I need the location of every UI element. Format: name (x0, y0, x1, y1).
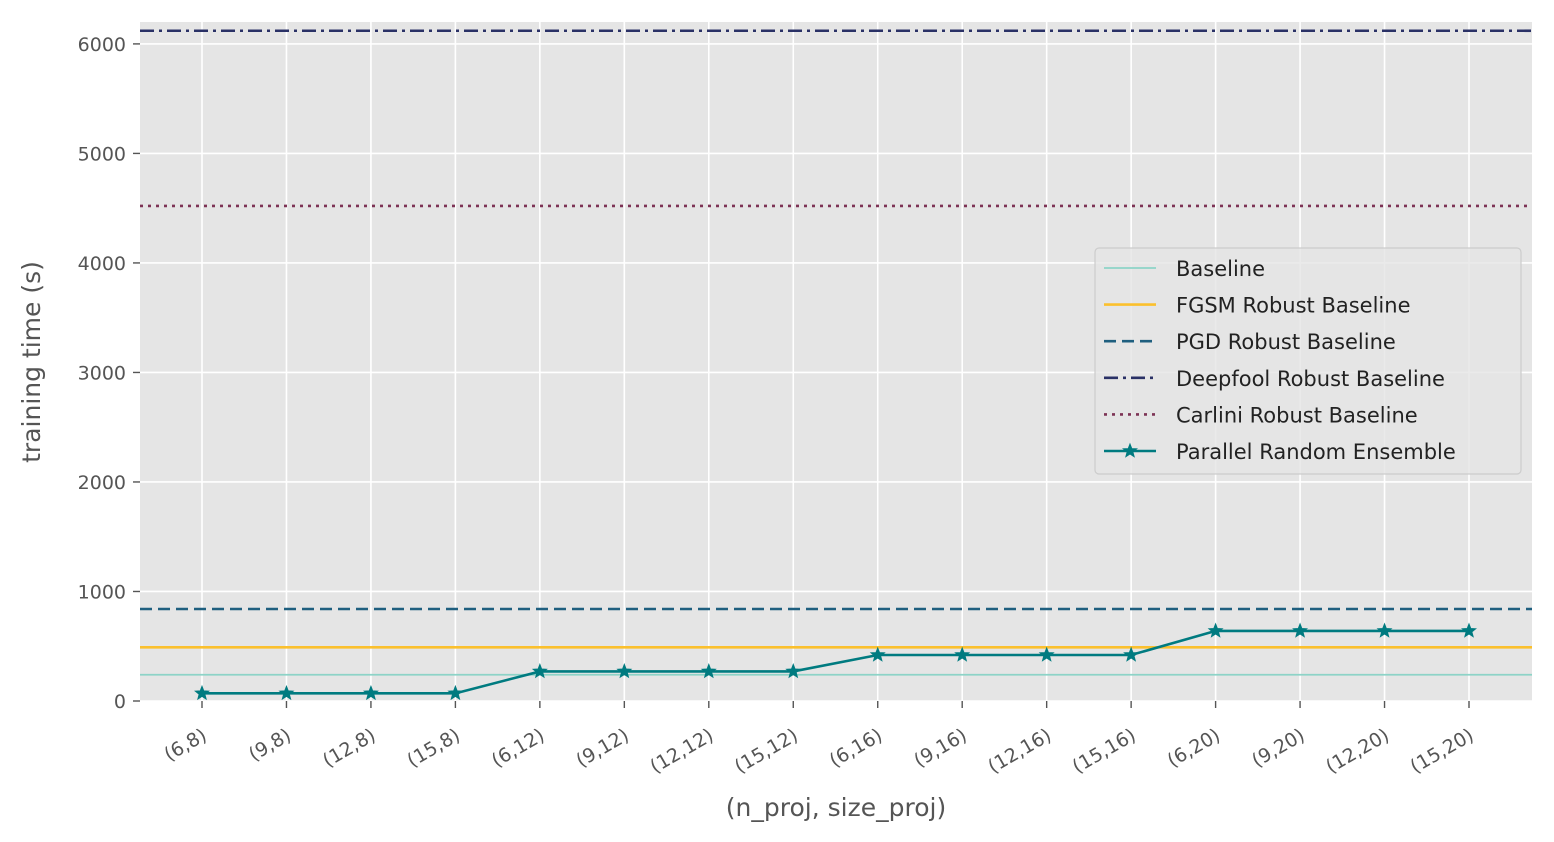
y-tick-label: 3000 (78, 362, 126, 384)
legend-label: PGD Robust Baseline (1176, 330, 1396, 354)
x-tick-label: (9,20) (1248, 724, 1308, 772)
data-point (1207, 622, 1224, 638)
x-tick-label: (6,16) (826, 724, 886, 772)
data-point (1461, 622, 1477, 638)
legend-label: Parallel Random Ensemble (1176, 440, 1456, 464)
y-tick-label: 6000 (78, 34, 126, 56)
y-tick-label: 4000 (78, 253, 126, 275)
data-point (954, 646, 971, 662)
data-point (616, 663, 633, 679)
x-tick-label: (6,12) (488, 724, 548, 772)
x-axis-title: (n_proj, size_proj) (726, 793, 946, 822)
y-tick-label: 2000 (78, 472, 126, 494)
data-point (194, 684, 210, 701)
x-tick-label: (12,20) (1322, 724, 1393, 778)
legend-label: Baseline (1176, 257, 1265, 281)
data-point (869, 646, 886, 662)
data-point (785, 663, 802, 679)
y-tick-label: 0 (114, 691, 126, 713)
x-tick-label: (12,12) (646, 724, 717, 778)
x-tick-label: (12,16) (984, 724, 1055, 778)
x-tick-label: (15,8) (403, 724, 463, 772)
data-point (531, 663, 548, 679)
x-tick-label: (6,20) (1164, 724, 1224, 772)
series-line (202, 629, 1469, 695)
data-point (700, 663, 717, 679)
legend-label: Deepfool Robust Baseline (1176, 367, 1445, 391)
series-lines (194, 622, 1477, 701)
y-axis-title: training time (s) (17, 261, 46, 463)
baseline-lines (140, 29, 1532, 676)
data-point (447, 684, 464, 701)
x-tick-label: (12,8) (319, 724, 379, 772)
data-point (1292, 622, 1309, 638)
data-point (1123, 646, 1140, 662)
data-point (278, 684, 295, 701)
legend-label: FGSM Robust Baseline (1176, 294, 1411, 318)
y-tick-label: 5000 (78, 143, 126, 165)
legend-marker (1122, 442, 1138, 458)
legend: Baseline FGSM Robust Baseline PGD Robust B… (1094, 247, 1522, 475)
legend-box (1094, 247, 1522, 475)
data-point (1038, 646, 1055, 662)
x-tick-label: (9,12) (572, 724, 632, 772)
x-tick-label: (6,8) (160, 724, 210, 766)
legend-label: Carlini Robust Baseline (1176, 403, 1418, 427)
data-point (362, 684, 379, 701)
x-tick-label: (15,20) (1407, 724, 1478, 778)
x-tick-label: (15,16) (1069, 724, 1140, 778)
x-tick-label: (15,12) (731, 724, 802, 778)
data-point (1376, 622, 1393, 638)
x-tick-label: (9,8) (245, 724, 295, 766)
y-tick-label: 1000 (78, 581, 126, 603)
x-tick-label: (9,16) (910, 724, 970, 772)
